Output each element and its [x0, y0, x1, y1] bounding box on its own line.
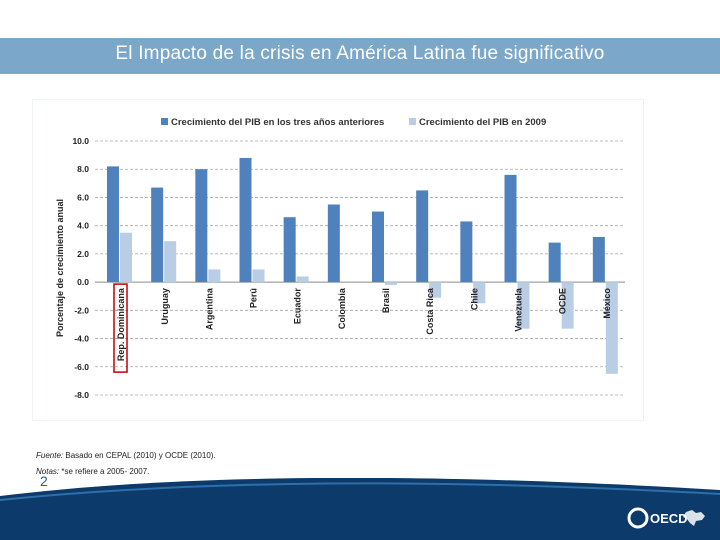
legend-swatch-1	[161, 118, 168, 125]
x-axis-labels: Rep. Dominicana Uruguay Argentina Perú Ecuad…	[113, 283, 612, 373]
bar-prev-years-7	[416, 190, 429, 283]
legend-label-1: Crecimiento del PIB en los tres años ant…	[171, 117, 384, 128]
chart-bars	[107, 157, 618, 374]
chart-frame: Crecimiento del PIB en los tres años ant…	[33, 100, 643, 420]
y-tick-label: -2.0	[74, 305, 89, 315]
footer-wave-highlight	[0, 482, 720, 501]
y-tick-label: 6.0	[77, 192, 89, 202]
y-tick-label: 2.0	[77, 249, 89, 259]
x-category-label: Perú	[249, 288, 259, 308]
bar-prev-years-8	[460, 221, 473, 283]
x-category-label: México	[602, 288, 612, 319]
bar-2009-4	[296, 276, 309, 283]
oecd-logo-text: OECD	[650, 511, 688, 526]
y-tick-label: -4.0	[74, 334, 89, 344]
bar-prev-years-1	[151, 187, 164, 283]
bar-prev-years-10	[548, 242, 561, 283]
y-tick-label: 8.0	[77, 164, 89, 174]
bar-prev-years-2	[195, 169, 208, 283]
x-category-label: Colombia	[337, 287, 347, 329]
chart-gridlines	[95, 140, 625, 396]
bar-2009-3	[252, 269, 265, 283]
footer-band	[0, 478, 720, 540]
bar-prev-years-6	[372, 211, 384, 283]
x-category-label: Rep. Dominicana	[116, 287, 126, 361]
oecd-logo-ring-icon	[627, 507, 649, 529]
chart-legend: Crecimiento del PIB en los tres años ant…	[161, 117, 546, 128]
bar-prev-years-0	[107, 166, 119, 283]
footer-wave	[0, 478, 720, 540]
world-map-icon	[683, 510, 705, 526]
source-text: Basado en CEPAL (2010) y OCDE (2010).	[63, 451, 216, 460]
bar-prev-years-3	[239, 157, 252, 283]
y-tick-label: -8.0	[74, 390, 89, 400]
bar-2009-1	[164, 241, 177, 283]
x-category-label: Ecuador	[293, 288, 303, 325]
bar-2009-8	[473, 282, 486, 304]
y-tick-label: -6.0	[74, 362, 89, 372]
bar-prev-years-4	[283, 217, 296, 283]
bar-2009-6	[385, 282, 397, 285]
page-number: 2	[40, 473, 48, 489]
highlight-box	[113, 283, 128, 373]
slide-title: El Impacto de la crisis en América Latin…	[115, 43, 605, 64]
x-category-label: Brasil	[381, 288, 391, 313]
bar-prev-years-11	[592, 236, 605, 283]
source-note: Fuente: Basado en CEPAL (2010) y OCDE (2…	[36, 448, 216, 464]
source-label: Fuente:	[36, 451, 64, 460]
x-category-label: OCDE	[558, 288, 568, 314]
legend-label-2: Crecimiento del PIB en 2009	[419, 117, 546, 128]
bar-2009-10	[561, 282, 574, 329]
y-axis: 10.0 8.0 6.0 4.0 2.0 0.0 -2.0 -4.0 -6.0 -8.0 Porce…	[55, 136, 89, 400]
bar-2009-11	[605, 282, 618, 374]
y-tick-label: 4.0	[77, 221, 89, 231]
y-tick-label: 0.0	[77, 277, 89, 287]
bar-prev-years-5	[327, 204, 340, 283]
bar-2009-0	[120, 232, 132, 283]
title-bar: El Impacto de la crisis en América Latin…	[0, 38, 720, 74]
x-category-label: Argentina	[204, 287, 214, 330]
gdp-growth-chart: Crecimiento del PIB en los tres años ant…	[55, 117, 625, 400]
notes-label: Notas:	[36, 467, 60, 476]
bar-2009-9	[517, 282, 530, 329]
y-tick-label: 10.0	[72, 136, 89, 146]
x-category-label: Uruguay	[160, 288, 170, 325]
notes-text: *se refiere a 2005- 2007.	[59, 467, 150, 476]
y-axis-title: Porcentaje de crecimiento anual	[55, 199, 65, 337]
x-category-label: Costa Rica	[425, 287, 435, 335]
x-category-label: Venezuela	[514, 287, 524, 332]
oecd-logo: OECD	[627, 507, 705, 529]
bar-2009-7	[429, 282, 442, 298]
bar-2009-2	[208, 269, 221, 283]
x-category-label: Chile	[469, 288, 479, 310]
bar-prev-years-9	[504, 174, 517, 283]
notes-note: Notas: *se refiere a 2005- 2007.	[36, 464, 216, 480]
chart-notes: Fuente: Basado en CEPAL (2010) y OCDE (2…	[36, 448, 216, 480]
legend-swatch-2	[409, 118, 416, 125]
